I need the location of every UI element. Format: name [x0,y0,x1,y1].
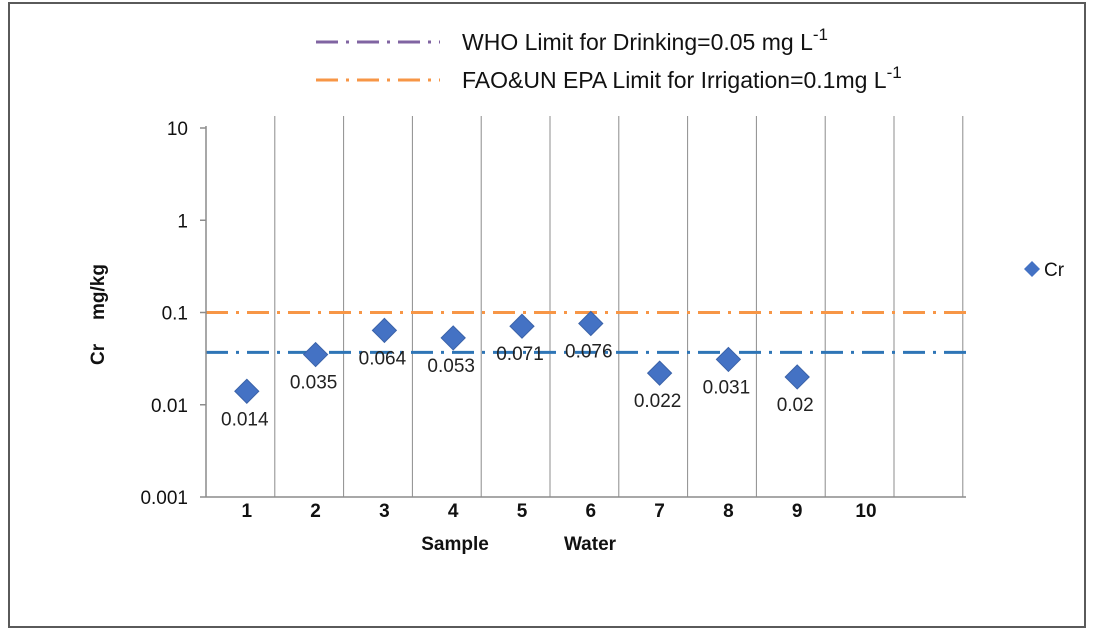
x-tick-label: 6 [586,501,597,522]
legend-who-label: WHO Limit for Drinking=0.05 mg L-1 [462,25,828,55]
data-point-cr [509,313,535,339]
data-label: 0.022 [634,391,682,412]
data-point-cr [234,378,260,404]
x-tick-labels: 1 2 3 4 5 6 7 8 9 10 [242,501,877,522]
data-labels: 0.014 0.035 0.064 0.053 0.071 0.076 0.022 0.031… [221,341,814,430]
y-tick-label: 1 [177,211,188,232]
reference-lines [206,311,966,354]
legend-who-text: WHO Limit for Drinking=0.05 mg L [462,29,813,55]
data-point-cr [784,364,810,390]
y-axis-title: Cr mg/kg [88,264,109,365]
x-tick-label: 3 [379,501,390,522]
data-point-cr [646,360,673,386]
data-label: 0.053 [427,356,475,377]
x-tick-label: 5 [517,501,528,522]
data-label: 0.014 [221,409,269,430]
x-axis-title-word-1: Sample [421,534,489,555]
data-point-cr [302,341,329,368]
x-tick-label: 8 [723,501,734,522]
top-legend: WHO Limit for Drinking=0.05 mg L-1 FAO&U… [316,25,902,93]
y-tick-label: 0.001 [140,488,188,509]
legend-who-superscript: -1 [813,25,828,44]
x-tick-label: 4 [448,501,459,522]
series-legend: Cr [1024,260,1065,281]
data-label: 0.071 [496,344,544,365]
x-tick-label: 9 [792,501,803,522]
chart-frame [8,2,1086,628]
data-label: 0.02 [777,395,814,416]
data-label: 0.076 [565,341,613,362]
data-point-cr [715,346,742,373]
legend-cr-marker [1024,261,1040,277]
data-point-cr [371,317,398,344]
data-label: 0.064 [359,348,407,369]
x-tick-label: 2 [310,501,321,522]
axes [200,126,966,498]
y-tick-labels: 10 1 0.1 0.01 0.001 [140,119,188,509]
x-tick-label: 10 [855,501,876,522]
x-tick-label: 1 [242,501,253,522]
data-points [234,310,810,404]
y-tick-label: 10 [167,119,188,140]
data-label: 0.031 [703,377,751,398]
data-point-cr [578,310,604,337]
legend-fao-label: FAO&UN EPA Limit for Irrigation=0.1mg L-… [462,63,902,93]
y-tick-label: 0.01 [151,396,188,417]
data-point-cr [440,325,466,351]
x-tick-label: 7 [654,501,665,522]
y-axis-title-word-1: Cr [88,343,109,365]
y-axis-title-word-2: mg/kg [88,264,109,320]
legend-fao-text: FAO&UN EPA Limit for Irrigation=0.1mg L [462,67,887,93]
grid-lines [274,116,964,497]
legend-cr-label: Cr [1044,260,1065,281]
y-tick-label: 0.1 [162,304,188,325]
data-label: 0.035 [290,373,338,394]
legend-fao-superscript: -1 [887,63,902,82]
x-axis-title-word-2: Water [564,534,617,555]
